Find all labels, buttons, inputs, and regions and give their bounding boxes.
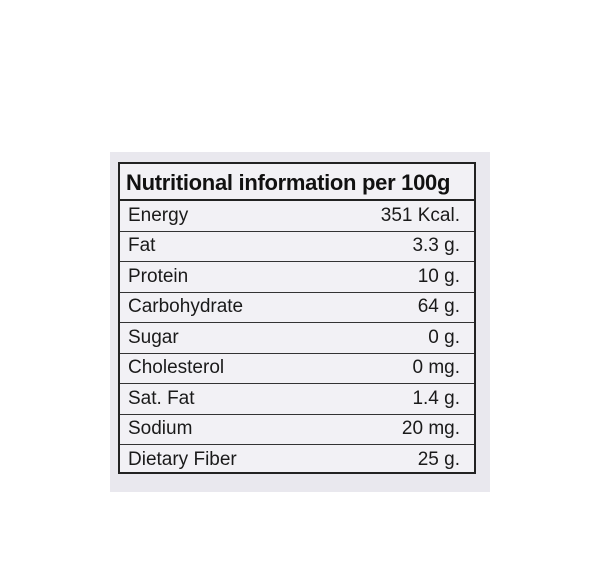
table-row: Carbohydrate 64 g. xyxy=(120,293,474,323)
nutrient-value: 351 Kcal. xyxy=(380,204,460,226)
nutrient-value: 10 g. xyxy=(417,265,460,287)
nutrient-name: Sat. Fat xyxy=(128,387,195,409)
table-title: Nutritional information per 100g xyxy=(120,164,474,201)
table-row: Sat. Fat 1.4 g. xyxy=(120,384,474,415)
nutrient-name: Protein xyxy=(128,265,189,287)
nutrient-name: Sugar xyxy=(128,326,179,348)
table-row: Energy 351 Kcal. xyxy=(120,201,474,232)
nutrient-name: Cholesterol xyxy=(128,357,225,379)
nutrient-value: 0 g. xyxy=(428,326,460,348)
nutrient-value: 20 mg. xyxy=(401,418,460,440)
table-row: Cholesterol 0 mg. xyxy=(120,354,474,384)
nutrient-name: Sodium xyxy=(128,418,193,440)
table-row: Protein 10 g. xyxy=(120,262,474,293)
table-row: Fat 3.3 g. xyxy=(120,232,474,262)
table-row: Sodium 20 mg. xyxy=(120,415,474,445)
nutrient-value: 0 mg. xyxy=(412,357,460,379)
nutrient-name: Energy xyxy=(128,204,189,226)
nutrient-value: 3.3 g. xyxy=(412,235,460,257)
nutrient-name: Dietary Fiber xyxy=(128,449,237,471)
table-row: Sugar 0 g. xyxy=(120,323,474,354)
table-row: Dietary Fiber 25 g. xyxy=(120,445,474,476)
nutrient-name: Fat xyxy=(128,235,156,257)
nutrient-name: Carbohydrate xyxy=(128,296,244,318)
nutrient-value: 64 g. xyxy=(417,296,460,318)
nutrition-table: Nutritional information per 100g Energy 3… xyxy=(118,162,476,474)
nutrient-value: 25 g. xyxy=(417,449,460,471)
nutrient-value: 1.4 g. xyxy=(412,387,460,409)
